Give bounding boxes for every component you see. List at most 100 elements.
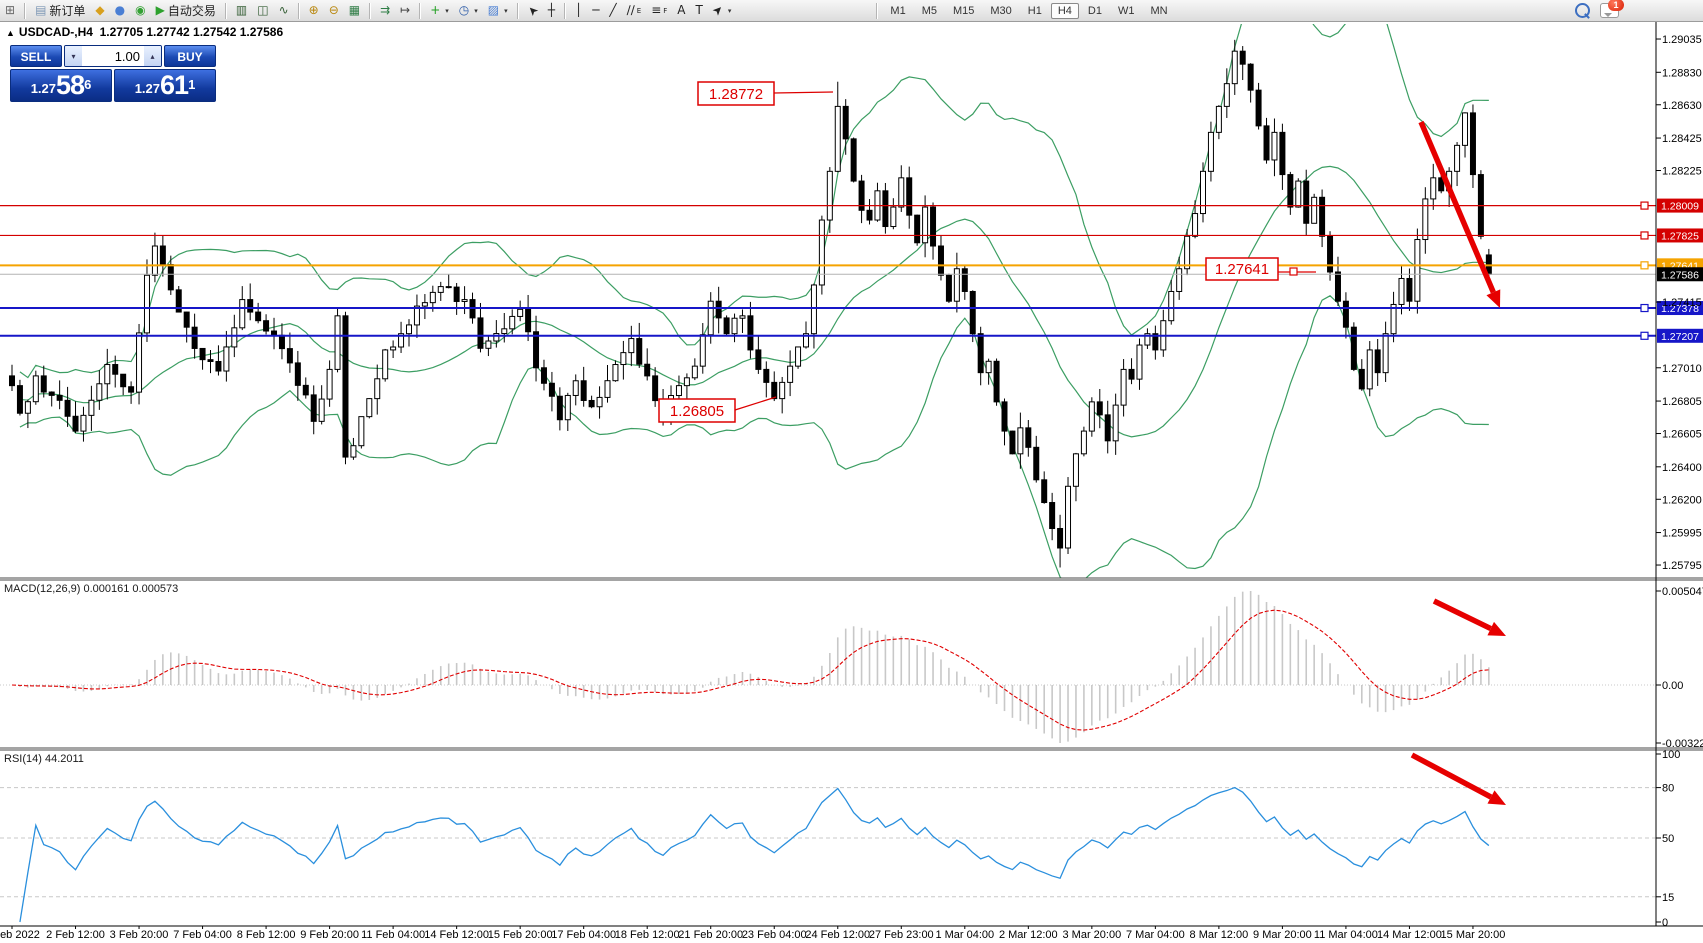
svg-text:2 Mar 12:00: 2 Mar 12:00 bbox=[999, 929, 1058, 941]
svg-text:18 Feb 12:00: 18 Feb 12:00 bbox=[615, 929, 680, 941]
trendline-button[interactable]: ╱ bbox=[604, 1, 621, 20]
svg-text:1.27010: 1.27010 bbox=[1662, 363, 1702, 375]
annotation-box[interactable] bbox=[1205, 257, 1279, 281]
timeframe-w1[interactable]: W1 bbox=[1117, 4, 1135, 17]
timeframe-m15[interactable]: M15 bbox=[952, 4, 975, 17]
sell-price-prefix: 1.27 bbox=[30, 81, 57, 96]
templates-button[interactable]: ▨ ▾ bbox=[483, 1, 513, 20]
arrows-icon: ➤ bbox=[709, 1, 727, 19]
notification-badge: 1 bbox=[1608, 0, 1624, 11]
collapse-triangle-icon[interactable]: ▲ bbox=[6, 28, 15, 38]
cursor-button[interactable]: ➤ bbox=[523, 1, 543, 20]
timeframe-m30[interactable]: M30 bbox=[990, 4, 1012, 17]
autotrading-button-label: 自动交易 bbox=[167, 4, 216, 18]
sell-price-point: 6 bbox=[84, 77, 92, 92]
svg-text:1.27378: 1.27378 bbox=[1661, 303, 1699, 315]
timeframe-m1[interactable]: M1 bbox=[890, 4, 906, 17]
zoom-in-button[interactable]: ⊕ bbox=[304, 1, 324, 20]
chart-window-icon[interactable]: ⊞ bbox=[0, 1, 20, 20]
horizontal-lines[interactable] bbox=[0, 201, 1656, 340]
svg-text:1.27586: 1.27586 bbox=[1661, 269, 1699, 281]
volume-down-button[interactable]: ▾ bbox=[65, 46, 82, 66]
autoscroll-button[interactable]: ⇉ bbox=[375, 1, 395, 20]
symbol-ohlc-values: 1.27705 1.27742 1.27542 1.27586 bbox=[99, 25, 284, 39]
tile-windows-button[interactable]: ▦ bbox=[344, 1, 365, 20]
candles bbox=[9, 39, 1492, 568]
svg-text:3 Feb 20:00: 3 Feb 20:00 bbox=[110, 929, 169, 941]
dropdown-caret-icon[interactable]: ▾ bbox=[474, 6, 478, 15]
rsi-down-arrow[interactable] bbox=[1410, 752, 1493, 800]
vertical-line-button[interactable]: │ bbox=[570, 1, 587, 20]
toolbar-separator bbox=[563, 2, 566, 19]
price-down-arrow[interactable] bbox=[1418, 120, 1496, 294]
svg-text:1 Mar 04:00: 1 Mar 04:00 bbox=[935, 929, 994, 941]
community-button[interactable]: ● bbox=[110, 1, 130, 20]
equidistant-channel-button[interactable]: ∕∕ E bbox=[622, 1, 647, 20]
icon-letter: F bbox=[663, 6, 668, 15]
text-label-button[interactable]: T bbox=[691, 1, 708, 20]
indicators-button[interactable]: + ▾ bbox=[425, 1, 454, 20]
svg-text:3 Mar 20:00: 3 Mar 20:00 bbox=[1062, 929, 1121, 941]
rsi-indicator-label: RSI(14) 44.2011 bbox=[4, 753, 84, 765]
svg-text:1.27415: 1.27415 bbox=[1662, 297, 1702, 309]
fibonacci-button[interactable]: ≡ F bbox=[646, 1, 672, 20]
annotation-arrows[interactable] bbox=[1410, 120, 1506, 805]
time-axis[interactable]: 1 Feb 2022 2 Feb 12:00 3 Feb 20:00 7 Feb 04… bbox=[0, 926, 1505, 941]
timeframe-m5[interactable]: M5 bbox=[921, 4, 937, 17]
svg-text:1.26200: 1.26200 bbox=[1662, 494, 1702, 506]
search-icon[interactable] bbox=[1575, 3, 1590, 18]
dropdown-caret-icon[interactable]: ▾ bbox=[445, 6, 449, 15]
new-order-button-label: 新订单 bbox=[49, 4, 86, 18]
bar-chart-button[interactable]: ▥ bbox=[231, 1, 252, 20]
sell-price-button[interactable]: 1.27 58 6 bbox=[10, 69, 112, 102]
line-chart-button[interactable]: ∿ bbox=[274, 1, 294, 20]
periods-button[interactable]: ◷ ▾ bbox=[454, 1, 483, 20]
zoom-out-icon: ⊖ bbox=[328, 3, 339, 17]
price-annotations[interactable]: 1.28772 1.26805 1.27641 bbox=[658, 81, 1316, 423]
macd-signal-line bbox=[11, 609, 1489, 731]
volume-input[interactable] bbox=[82, 46, 144, 66]
metaeditor-icon: ◆ bbox=[95, 3, 105, 17]
line-chart-icon: ∿ bbox=[278, 3, 289, 17]
svg-text:7 Mar 04:00: 7 Mar 04:00 bbox=[1126, 929, 1185, 941]
svg-text:0.00: 0.00 bbox=[1662, 680, 1683, 692]
svg-text:7 Feb 04:00: 7 Feb 04:00 bbox=[173, 929, 232, 941]
autotrading-button[interactable]: ▶ 自动交易 bbox=[151, 1, 221, 20]
svg-text:15: 15 bbox=[1662, 892, 1674, 904]
trendline-icon: ╱ bbox=[609, 3, 617, 17]
timeframe-h4[interactable]: H4 bbox=[1050, 2, 1079, 19]
volume-up-button[interactable]: ▴ bbox=[144, 46, 161, 66]
macd-down-arrow[interactable] bbox=[1432, 598, 1492, 632]
candlestick-chart-button[interactable]: ◫ bbox=[252, 1, 273, 20]
svg-text:0.005047: 0.005047 bbox=[1662, 586, 1703, 598]
chat-icon[interactable]: 1 bbox=[1600, 0, 1624, 18]
timeframe-d1[interactable]: D1 bbox=[1087, 4, 1102, 17]
metaeditor-button[interactable]: ◆ bbox=[90, 1, 109, 20]
buy-button[interactable]: BUY bbox=[164, 45, 216, 67]
price-axis[interactable]: 1.29035 1.28830 1.28630 1.28425 1.28225 1.274… bbox=[1656, 34, 1702, 572]
new-order-button[interactable]: ▤ 新订单 bbox=[30, 1, 90, 20]
svg-text:80: 80 bbox=[1662, 783, 1674, 795]
sell-button[interactable]: SELL bbox=[10, 45, 62, 67]
autotrading-icon: ▶ bbox=[155, 3, 165, 17]
text-button[interactable]: A bbox=[672, 1, 690, 20]
crosshair-button[interactable]: ┼ bbox=[543, 1, 560, 20]
toolbar: ⊞ ▤ 新订单 ◆ ● ◉ ▶ 自动交易 ▥ ◫ ∿ ⊕ ⊖ ▦ ⇉ ↦ + ▾ ◷ ▾ ▨ ▾ ➤ ┼ │ ─ ╱ ∕∕ E ≡ F A T ➤… bbox=[0, 0, 1703, 22]
annotation-box[interactable] bbox=[697, 81, 775, 106]
chart-shift-button[interactable]: ↦ bbox=[395, 1, 415, 20]
dropdown-caret-icon[interactable]: ▾ bbox=[727, 6, 732, 15]
timeframe-h1[interactable]: H1 bbox=[1027, 4, 1042, 17]
arrows-button[interactable]: ➤ ▾ bbox=[708, 1, 737, 20]
svg-text:15 Mar 20:00: 15 Mar 20:00 bbox=[1441, 929, 1506, 941]
sell-price-pips: 58 bbox=[56, 70, 85, 100]
timeframe-mn[interactable]: MN bbox=[1150, 4, 1168, 17]
annotation-box[interactable] bbox=[658, 398, 736, 423]
buy-price-button[interactable]: 1.27 61 1 bbox=[114, 69, 216, 102]
tile-windows-icon: ▦ bbox=[348, 3, 361, 17]
svg-text:11 Feb 04:00: 11 Feb 04:00 bbox=[361, 929, 425, 941]
dropdown-caret-icon[interactable]: ▾ bbox=[504, 6, 508, 15]
signals-button[interactable]: ◉ bbox=[130, 1, 150, 20]
zoom-out-button[interactable]: ⊖ bbox=[324, 1, 344, 20]
horizontal-line-button[interactable]: ─ bbox=[587, 1, 604, 20]
